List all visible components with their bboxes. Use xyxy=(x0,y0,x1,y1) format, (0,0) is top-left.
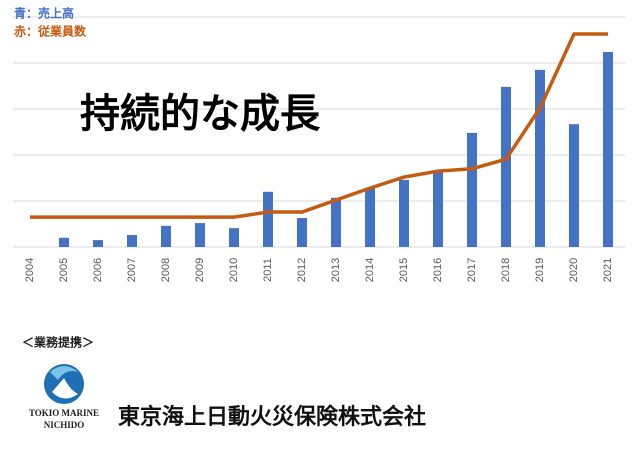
x-tick-label: 2017 xyxy=(466,258,478,282)
bar xyxy=(501,86,511,247)
bar xyxy=(297,218,307,247)
company-name: 東京海上日動火災保険株式会社 xyxy=(118,404,426,430)
bar xyxy=(603,51,613,248)
x-tick-label: 2005 xyxy=(58,258,70,282)
x-tick-label: 2010 xyxy=(228,258,240,282)
logo-text: NICHIDO xyxy=(44,420,85,430)
logo-swirl xyxy=(50,366,78,380)
logo-mark xyxy=(44,364,84,404)
bar xyxy=(433,172,443,247)
bar xyxy=(331,197,341,247)
chart-title: 持続的な成長 xyxy=(80,91,321,137)
x-tick-label: 2013 xyxy=(330,258,342,282)
logo-text: TOKIO MARINE xyxy=(29,408,99,418)
x-tick-label: 2004 xyxy=(24,258,36,282)
x-tick-label: 2016 xyxy=(432,258,444,282)
x-tick-label: 2009 xyxy=(194,258,206,282)
bar xyxy=(399,179,409,247)
line xyxy=(30,32,608,219)
x-tick-label: 2011 xyxy=(262,258,274,282)
x-tick-label: 2007 xyxy=(126,258,138,282)
bar xyxy=(229,228,239,247)
x-tick-label: 2012 xyxy=(296,258,308,282)
legend-entry: 赤：従業員数 xyxy=(14,24,87,39)
bar xyxy=(535,69,545,248)
section-label: ＜業務提携＞ xyxy=(22,335,94,350)
x-tick-label: 2006 xyxy=(92,258,104,282)
chart: 2004 2005 2006 2007 2008 2009 2010 2011 2012 2013… xyxy=(13,16,625,282)
x-tick-label: 2018 xyxy=(500,258,512,282)
logo-swirl xyxy=(52,378,78,399)
bar xyxy=(127,235,137,247)
bar xyxy=(263,191,273,247)
x-tick-label: 2019 xyxy=(534,258,546,282)
legend-entry: 青：売上高 xyxy=(14,6,74,21)
bar xyxy=(93,240,103,247)
bar xyxy=(467,132,477,247)
bar xyxy=(365,188,375,247)
x-tick-label: 2008 xyxy=(160,258,172,282)
x-tick-label: 2014 xyxy=(364,258,376,282)
bar xyxy=(569,124,579,247)
x-tick-label: 2015 xyxy=(398,258,410,282)
bar xyxy=(161,225,171,247)
x-tick-label: 2021 xyxy=(602,258,614,282)
x-tick-label: 2020 xyxy=(568,258,580,282)
bar xyxy=(59,237,69,247)
bar xyxy=(195,223,205,247)
